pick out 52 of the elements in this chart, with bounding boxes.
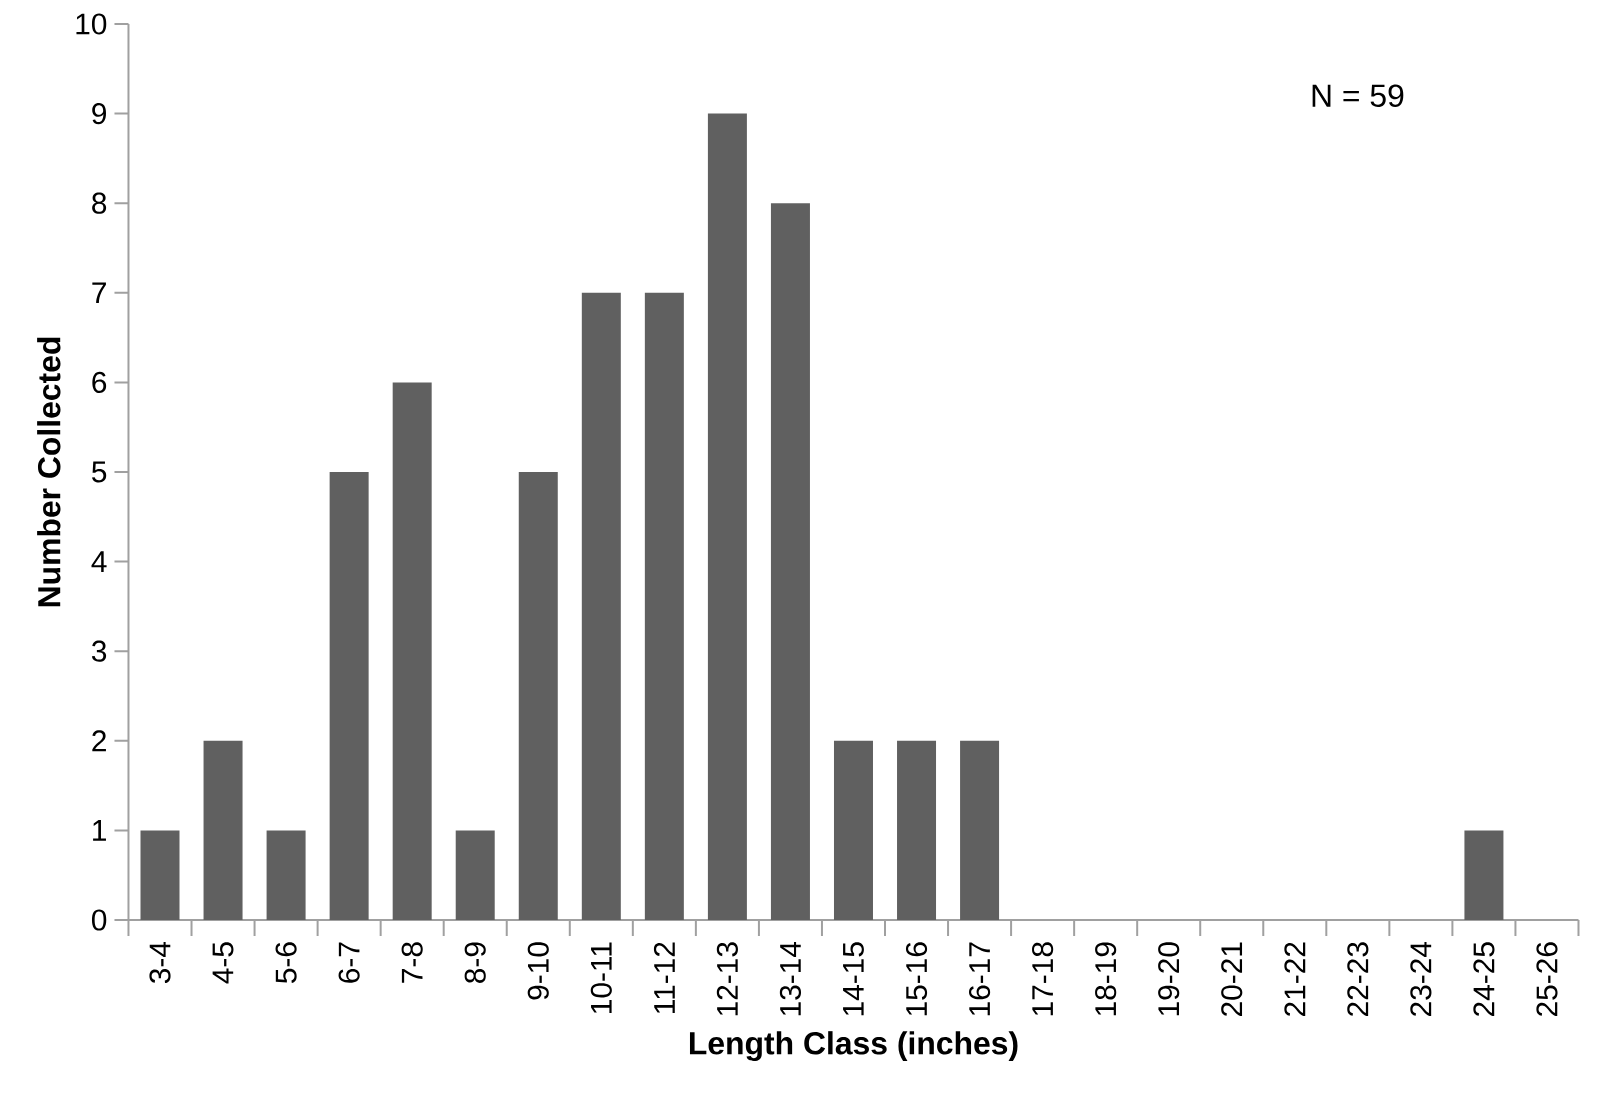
x-tick-label: 3-4 (149, 941, 171, 984)
y-tick-label: 2 (92, 730, 106, 752)
bar (897, 740, 937, 920)
x-tick-label: 20-21 (1221, 942, 1243, 1016)
y-tick-label: 7 (92, 282, 106, 304)
x-tick-label: 13-14 (779, 941, 802, 1016)
x-tick-label: 7-8 (401, 942, 423, 983)
bar (833, 740, 873, 920)
bar (455, 830, 495, 920)
bar (329, 471, 369, 920)
y-tick-label: 5 (92, 461, 107, 483)
x-tick-label: 17-18 (1032, 942, 1054, 1016)
bar (392, 382, 432, 920)
x-tick-label: 23-24 (1410, 941, 1432, 1016)
x-tick-label: 21-22 (1284, 942, 1306, 1016)
x-tick-label: 15-16 (905, 942, 928, 1016)
x-tick-label: 10-11 (590, 942, 612, 1013)
x-tick-label: 14-15 (843, 942, 864, 1016)
x-tick-label: 5-6 (275, 942, 297, 984)
x-tick-label: 25-26 (1536, 942, 1558, 1016)
annotation: N = 59 (1312, 84, 1404, 107)
bar (960, 740, 1000, 920)
x-tick-label: 11-12 (653, 942, 675, 1013)
x-tick-label: 12-13 (716, 942, 738, 1016)
y-tick-label: 0 (91, 909, 107, 931)
y-axis-title: Number Collected (37, 337, 61, 607)
bar (203, 740, 243, 920)
y-tick-label: 6 (92, 371, 107, 393)
bar (644, 292, 684, 920)
x-tick-label: 4-5 (212, 942, 234, 984)
x-axis-title: Length Class (inches) (689, 1031, 1018, 1062)
x-tick-label: 8-9 (464, 942, 486, 983)
y-tick-label: 9 (92, 103, 106, 125)
x-tick-label: 18-19 (1095, 942, 1117, 1016)
bar (707, 113, 747, 920)
y-tick-label: 1 (93, 820, 106, 841)
x-tick-label: 16-17 (968, 942, 991, 1016)
y-tick-label: 10 (76, 13, 107, 35)
y-tick-label: 8 (92, 192, 107, 214)
bar (1464, 830, 1504, 920)
x-tick-label: 24-25 (1473, 942, 1495, 1016)
x-tick-label: 19-20 (1158, 942, 1180, 1016)
bar (770, 203, 810, 920)
y-tick-label: 4 (91, 551, 107, 572)
bar (140, 830, 180, 920)
x-tick-label: 6-7 (338, 942, 360, 983)
bar (518, 471, 558, 920)
bar (266, 830, 306, 920)
y-tick-label: 3 (91, 640, 107, 662)
x-tick-label: 22-23 (1347, 942, 1369, 1016)
x-tick-label: 9-10 (527, 942, 549, 1000)
bar (581, 292, 621, 920)
